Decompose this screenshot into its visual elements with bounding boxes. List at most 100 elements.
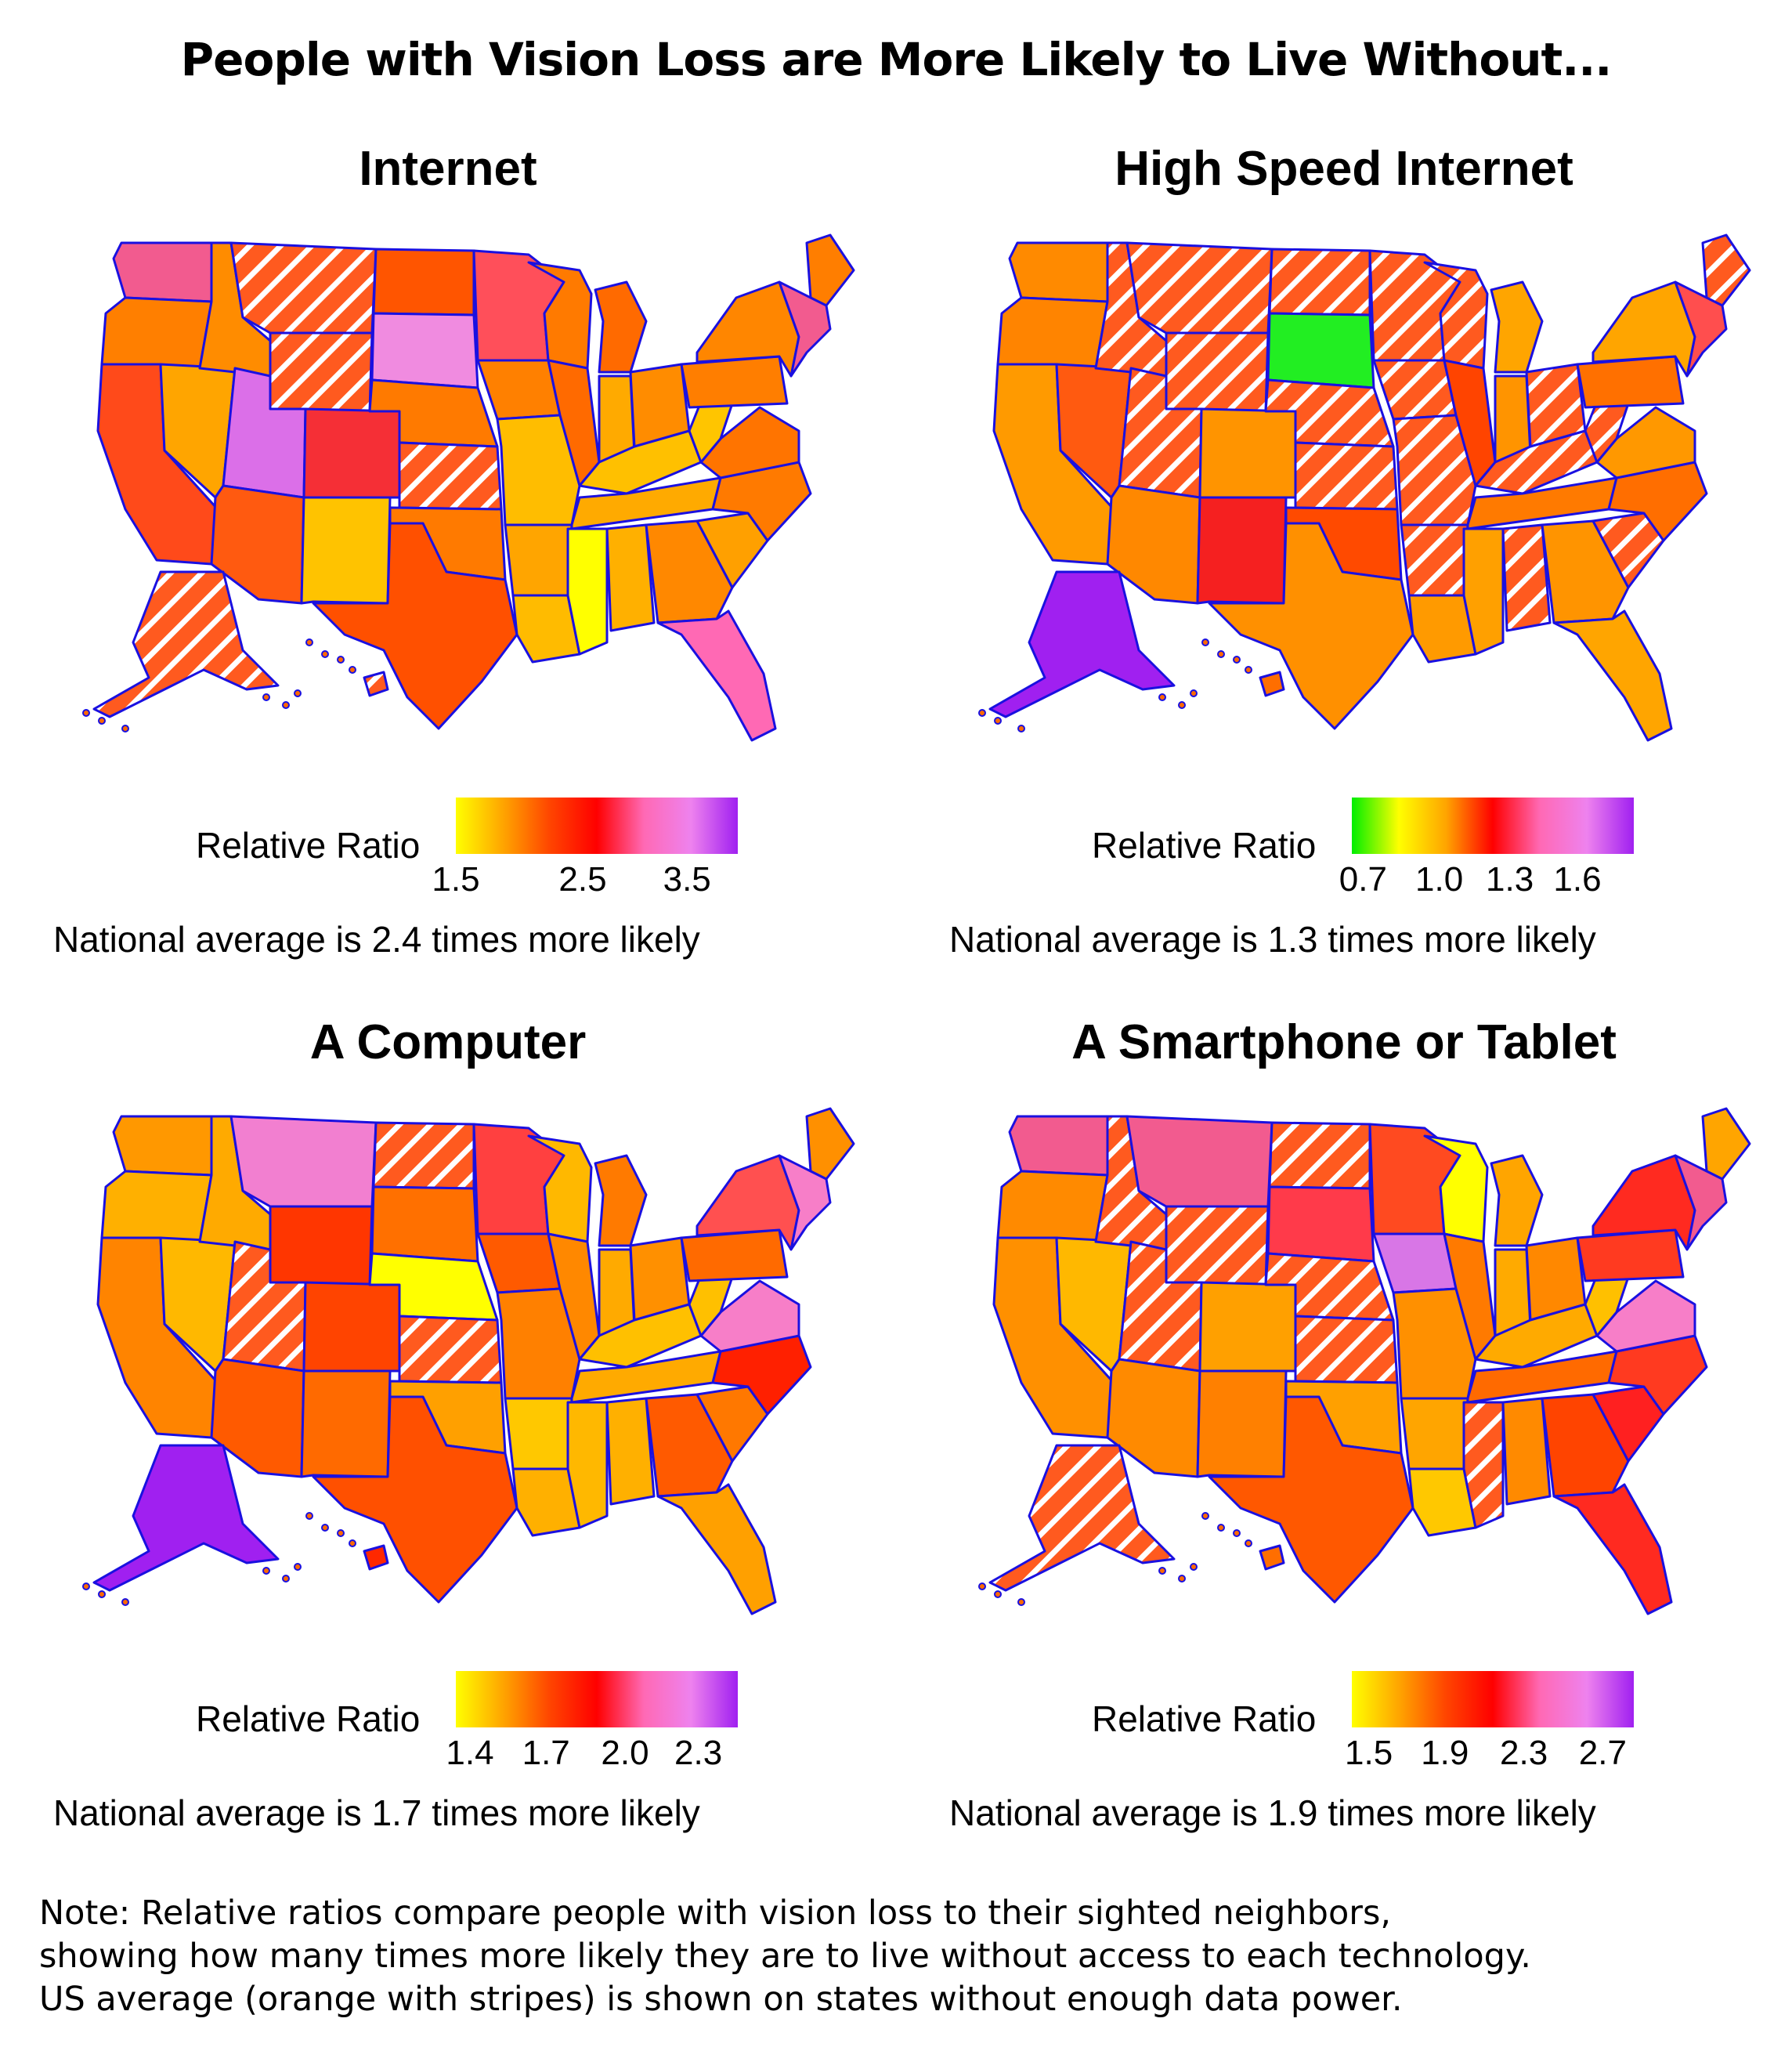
state-sd <box>1266 312 1375 389</box>
state-nm <box>300 1369 392 1478</box>
island-dot <box>282 701 290 709</box>
island-dot <box>1233 656 1241 664</box>
state-hi <box>363 671 389 697</box>
state-wy <box>269 331 374 413</box>
state-or <box>996 296 1109 370</box>
state-co <box>302 407 401 499</box>
state-tx <box>312 1395 518 1604</box>
state-ar <box>504 1397 573 1470</box>
state-ms <box>1462 1401 1505 1529</box>
state-mi <box>594 1154 648 1247</box>
choropleth-map <box>978 1107 1751 1615</box>
state-ga <box>1541 519 1630 624</box>
state-or <box>100 296 213 370</box>
legend-tick-label: 2.3 <box>674 1734 723 1772</box>
state-tx <box>1208 522 1414 730</box>
legend-label: Relative Ratio <box>1092 825 1317 866</box>
state-hi <box>1259 1544 1285 1571</box>
island-dot <box>1190 1563 1198 1571</box>
state-wa <box>112 1115 217 1177</box>
island-dot <box>1233 1529 1241 1537</box>
island-dot <box>1217 1524 1225 1532</box>
island-dot <box>1158 1567 1166 1575</box>
color-scale-bar <box>456 1671 738 1727</box>
state-la <box>511 1467 581 1537</box>
island-dot <box>82 709 90 717</box>
state-nd <box>1268 248 1371 316</box>
state-ia <box>476 1232 562 1294</box>
island-dot <box>321 1524 329 1532</box>
state-sd <box>1266 1185 1375 1263</box>
color-scale-bar <box>1352 798 1634 854</box>
legend-label: Relative Ratio <box>196 1698 421 1739</box>
state-ks <box>1294 1315 1399 1384</box>
state-me <box>1701 1107 1751 1181</box>
state-al <box>605 1397 656 1506</box>
state-ar <box>504 523 573 597</box>
state-wa <box>112 241 217 303</box>
legend-tick-label: 1.7 <box>522 1734 570 1772</box>
state-ks <box>1294 441 1399 511</box>
state-la <box>511 594 581 664</box>
island-dot <box>1201 638 1209 646</box>
state-me <box>805 233 855 307</box>
island-dot <box>98 1590 106 1598</box>
figure-title: People with Vision Loss are More Likely … <box>180 33 1613 86</box>
state-me <box>1701 233 1751 307</box>
panel-title: High Speed Internet <box>1115 142 1573 196</box>
island-dot <box>337 656 345 664</box>
island-dot <box>1178 701 1186 709</box>
footnote-line: showing how many times more likely they … <box>39 1937 1531 1976</box>
state-ar <box>1400 1397 1469 1470</box>
state-wy <box>1165 1205 1270 1286</box>
island-dot <box>82 1582 90 1590</box>
state-hi <box>1259 671 1285 697</box>
island-dot <box>1245 1539 1252 1547</box>
state-wa <box>1008 241 1113 303</box>
panel-smartphone: A Smartphone or Tablet Relative Ratio 1.5 1… <box>896 874 1792 1833</box>
state-ne_us <box>778 1154 832 1251</box>
panel-title: A Computer <box>309 1015 587 1069</box>
state-ms <box>566 1401 609 1529</box>
national-average-note: National average is 1.9 times more likel… <box>949 1792 1596 1833</box>
state-ak <box>92 570 280 718</box>
color-scale-bar <box>456 798 738 854</box>
legend-tick-label: 3.5 <box>663 860 711 899</box>
state-al <box>1501 1397 1552 1506</box>
island-dot <box>321 650 329 658</box>
island-dot <box>1178 1575 1186 1582</box>
choropleth-map <box>978 233 1751 742</box>
legend-tick-label: 1.5 <box>432 860 480 899</box>
state-al <box>605 523 656 632</box>
island-dot <box>1217 650 1225 658</box>
state-mt <box>229 1115 378 1208</box>
state-wa <box>1008 1115 1113 1177</box>
state-mt <box>229 241 378 335</box>
state-ar <box>1400 523 1469 597</box>
state-ga <box>1541 1393 1630 1498</box>
state-me <box>805 1107 855 1181</box>
state-ia <box>1372 359 1458 421</box>
panel-title: Internet <box>359 142 537 196</box>
island-dot <box>305 1512 313 1520</box>
state-or <box>100 1170 213 1243</box>
legend-tick-label: 2.0 <box>601 1734 649 1772</box>
state-tx <box>1208 1395 1414 1604</box>
state-ms <box>1462 527 1505 656</box>
state-nm <box>1196 1369 1288 1478</box>
state-fl <box>1552 1483 1673 1615</box>
island-dot <box>1158 693 1166 701</box>
state-ak <box>92 1444 280 1592</box>
state-ak <box>988 1444 1176 1592</box>
state-mt <box>1125 1115 1274 1208</box>
state-ga <box>645 519 734 624</box>
state-pa <box>680 355 789 409</box>
state-mi <box>594 280 648 374</box>
state-sd <box>370 1185 479 1263</box>
footnote-line: Note: Relative ratios compare people wit… <box>39 1894 1392 1933</box>
legend-label: Relative Ratio <box>196 825 421 866</box>
state-ne_us <box>1674 280 1728 378</box>
state-nm <box>300 496 392 605</box>
state-tx <box>312 522 518 730</box>
state-co <box>1198 1281 1297 1373</box>
